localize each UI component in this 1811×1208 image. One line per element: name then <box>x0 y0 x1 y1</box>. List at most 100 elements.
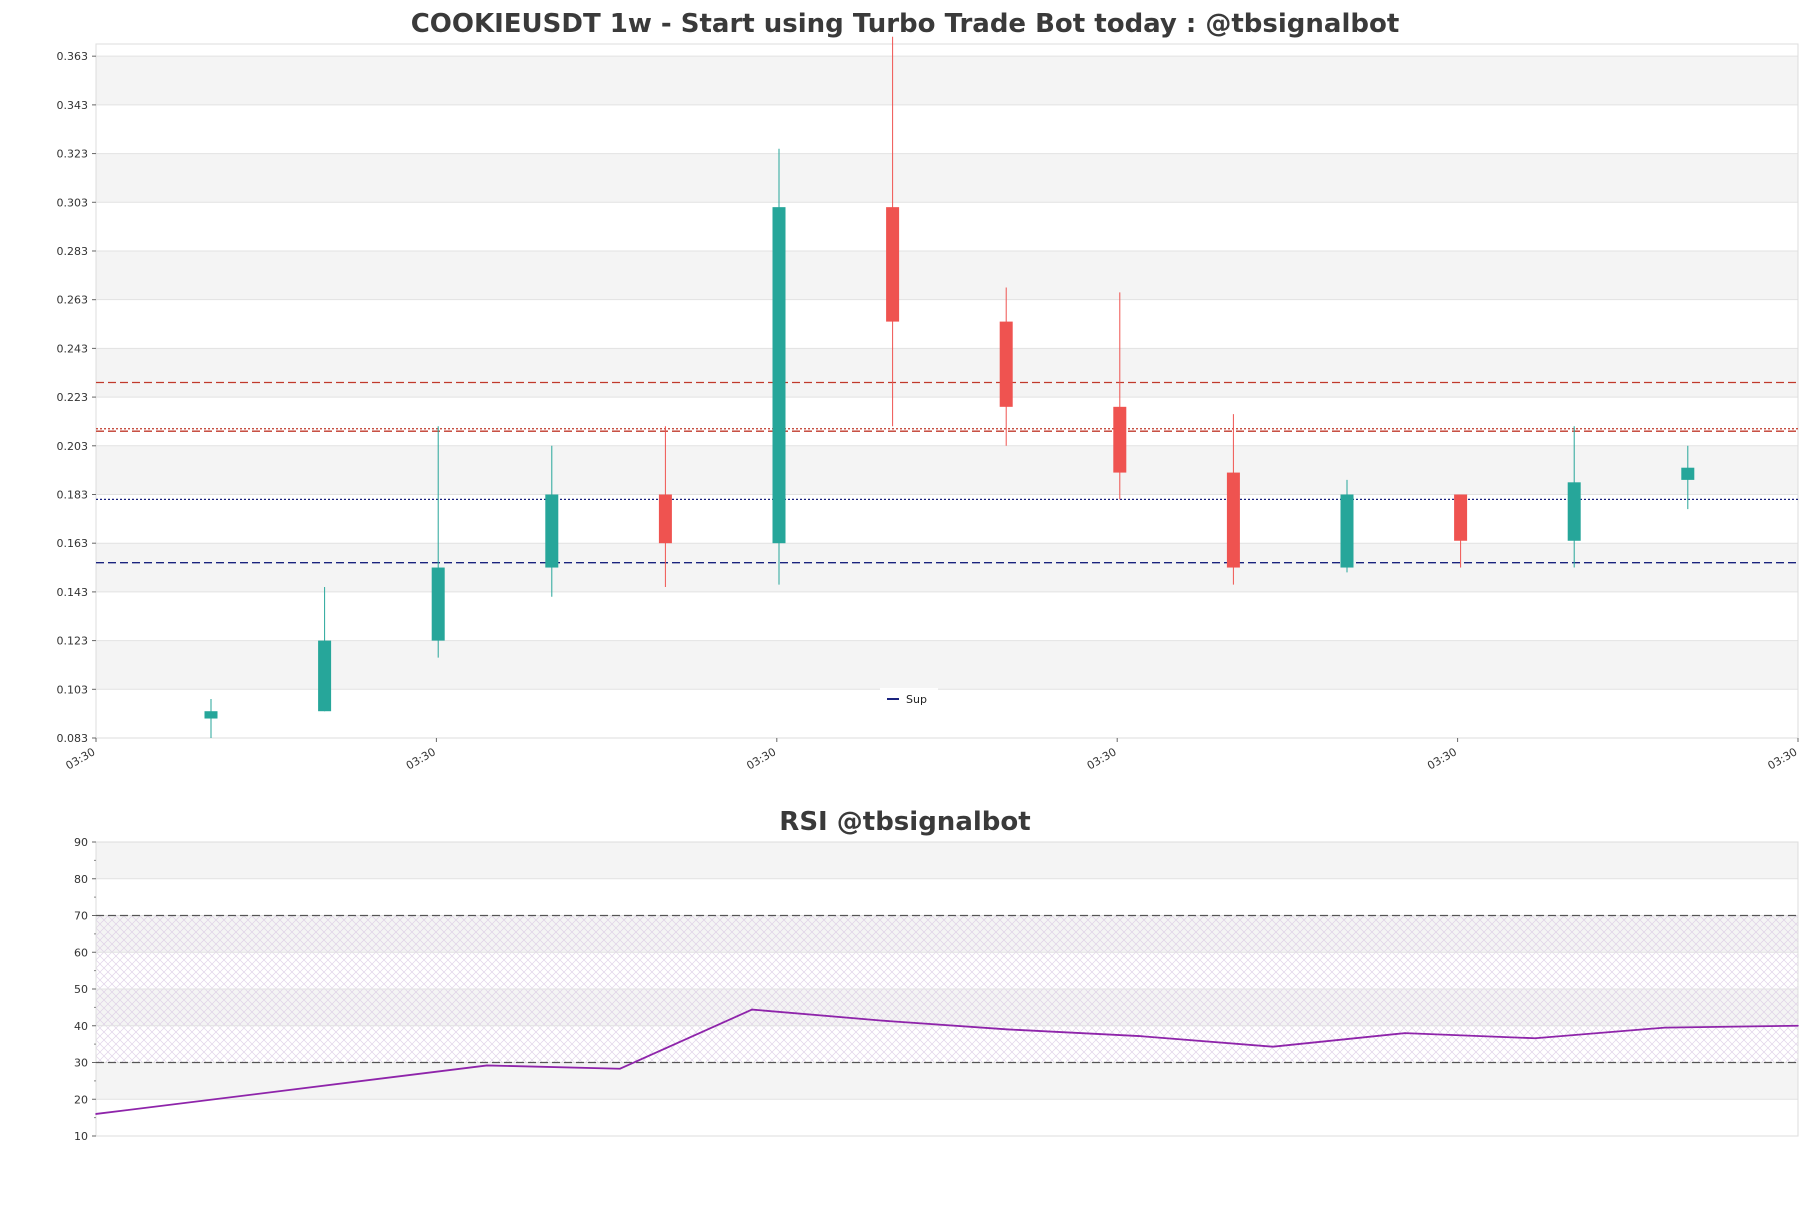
candle <box>545 445 559 597</box>
candle-body <box>886 207 900 322</box>
rsi-point <box>1138 1035 1140 1037</box>
candle-body <box>772 207 786 544</box>
price-band <box>96 44 1798 57</box>
candle-body <box>1454 494 1468 541</box>
rsi-y-tick-label: 30 <box>74 1057 88 1070</box>
candle-body <box>1226 472 1240 568</box>
rsi-point <box>95 1113 97 1115</box>
price-x-tick-label: 03:30 <box>1425 745 1459 772</box>
price-band <box>96 250 1798 300</box>
rsi-y-axis: 10 20 30 40 50 60 70 80 90 <box>74 836 96 1143</box>
price-y-tick-label: 0.123 <box>57 635 89 648</box>
candle <box>772 148 786 585</box>
price-band <box>96 56 1798 105</box>
rsi-band <box>96 1099 1798 1136</box>
legend-label: Sup <box>906 693 927 706</box>
candle-body <box>1113 406 1127 473</box>
candle <box>1340 479 1354 573</box>
candle-body <box>431 567 445 641</box>
price-y-tick-label: 0.243 <box>57 342 89 355</box>
rsi-point <box>1664 1026 1666 1029</box>
rsi-grid-bands <box>96 841 1798 1137</box>
price-y-tick-label: 0.223 <box>57 391 89 404</box>
candle <box>1567 426 1581 568</box>
price-x-tick-label: 03:30 <box>64 745 98 772</box>
rsi-point <box>486 1064 488 1067</box>
rsi-y-tick-label: 10 <box>74 1130 88 1143</box>
rsi-chart: RSI @tbsignalbot 10 20 30 40 50 60 70 80 90 <box>74 807 1799 1143</box>
candle-body <box>1681 467 1695 480</box>
price-y-tick-label: 0.303 <box>57 196 89 209</box>
candle-body <box>204 711 218 719</box>
candle-body <box>545 494 559 568</box>
candle <box>886 36 900 427</box>
rsi-y-tick-label: 50 <box>74 983 88 996</box>
price-y-tick-label: 0.343 <box>57 99 89 112</box>
price-band <box>96 348 1798 398</box>
rsi-y-tick-label: 40 <box>74 1020 88 1033</box>
rsi-y-tick-label: 20 <box>74 1093 88 1106</box>
rsi-y-tick-label: 70 <box>74 910 88 923</box>
candle <box>318 587 332 712</box>
legend-box <box>880 688 938 708</box>
price-band <box>96 543 1798 592</box>
rsi-point <box>1404 1032 1406 1034</box>
price-band <box>96 153 1798 203</box>
candle <box>658 426 672 588</box>
price-band <box>96 591 1798 641</box>
rsi-point <box>1272 1045 1274 1048</box>
candle <box>1681 445 1695 510</box>
rsi-line <box>95 1008 1799 1115</box>
candle <box>1113 292 1127 500</box>
rsi-point <box>1797 1024 1799 1027</box>
price-candles <box>204 36 1695 738</box>
price-y-tick-label: 0.163 <box>57 537 89 550</box>
price-x-tick-label: 03:30 <box>404 745 438 772</box>
price-plot-frame <box>95 43 1799 739</box>
price-y-tick-label: 0.183 <box>57 488 89 501</box>
price-y-tick-label: 0.103 <box>57 683 89 696</box>
rsi-levels <box>96 914 1798 1064</box>
candle <box>431 426 445 658</box>
price-band <box>96 104 1798 154</box>
price-band <box>96 202 1798 251</box>
price-band <box>96 445 1798 495</box>
price-y-tick-label: 0.263 <box>57 294 89 307</box>
price-x-tick-label: 03:30 <box>744 745 778 772</box>
price-legend: Sup <box>880 688 938 708</box>
price-x-tick-label: 03:30 <box>1766 745 1800 772</box>
rsi-point <box>881 1019 883 1022</box>
rsi-point <box>1534 1037 1536 1040</box>
candle-body <box>1567 482 1581 541</box>
price-y-tick-label: 0.083 <box>57 732 89 745</box>
candle-body <box>999 321 1013 407</box>
price-y-tick-label: 0.363 <box>57 50 89 63</box>
price-grid-bands <box>96 44 1798 739</box>
candle <box>204 699 218 738</box>
rsi-band <box>96 878 1798 916</box>
candle <box>1454 494 1468 568</box>
candle-body <box>658 494 672 544</box>
price-y-axis: 0.083 0.103 0.123 0.143 0.163 0.183 0.203 0.223… <box>57 50 96 745</box>
price-y-tick-label: 0.283 <box>57 245 89 258</box>
candle-body <box>1340 494 1354 568</box>
rsi-band <box>96 1062 1798 1100</box>
price-band <box>96 640 1798 690</box>
rsi-point <box>619 1067 621 1070</box>
rsi-point <box>1007 1028 1009 1031</box>
price-band <box>96 397 1798 446</box>
price-x-tick-label: 03:30 <box>1085 745 1119 772</box>
rsi-point <box>751 1008 753 1011</box>
rsi-y-tick-label: 60 <box>74 946 88 959</box>
price-y-tick-label: 0.143 <box>57 586 89 599</box>
price-band <box>96 299 1798 349</box>
rsi-y-tick-label: 90 <box>74 836 88 849</box>
price-y-tick-label: 0.203 <box>57 440 89 453</box>
price-chart-title: COOKIEUSDT 1w - Start using Turbo Trade … <box>411 9 1400 39</box>
candle <box>999 287 1013 446</box>
price-chart: COOKIEUSDT 1w - Start using Turbo Trade … <box>57 9 1800 772</box>
price-band <box>96 689 1798 738</box>
rsi-chart-title: RSI @tbsignalbot <box>779 807 1030 837</box>
price-band <box>96 494 1798 544</box>
